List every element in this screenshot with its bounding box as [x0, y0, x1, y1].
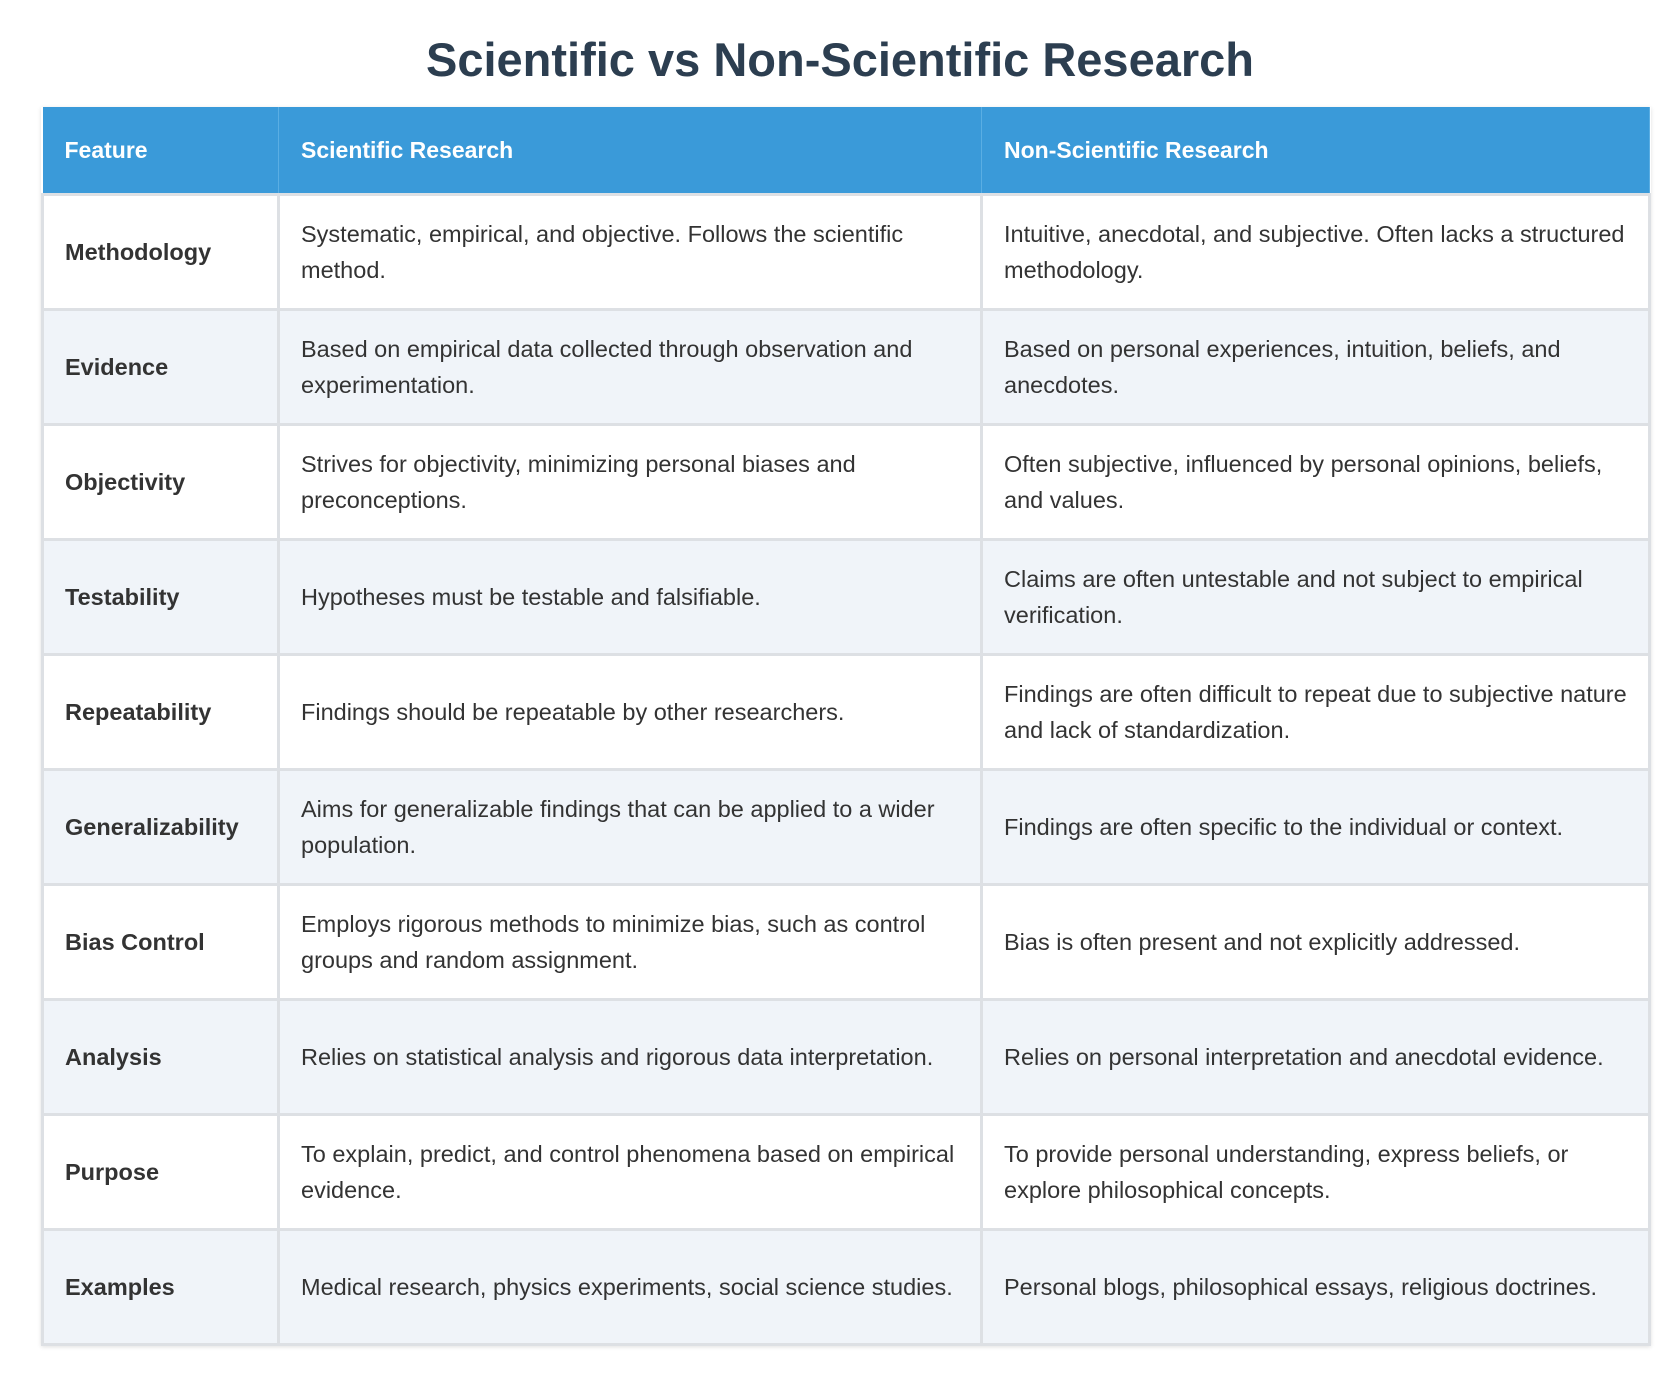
feature-cell: Repeatability	[41, 653, 280, 771]
feature-cell: Evidence	[41, 308, 280, 426]
description-cell: Strives for objectivity, minimizing pers…	[277, 423, 983, 541]
description-cell: Findings are often difficult to repeat d…	[980, 653, 1651, 771]
table-head: Feature Scientific Research Non-Scientific…	[42, 107, 1650, 195]
feature-cell: Analysis	[41, 998, 280, 1116]
description-cell: Bias is often present and not explicitly…	[980, 883, 1651, 1001]
description-cell: Systematic, empirical, and objective. Fo…	[277, 193, 983, 311]
description-cell: Findings are often specific to the indiv…	[980, 768, 1651, 886]
feature-cell: Bias Control	[41, 883, 280, 1001]
header-row: Feature Scientific Research Non-Scientific…	[42, 107, 1650, 195]
description-cell: Personal blogs, philosophical essays, re…	[980, 1228, 1651, 1346]
description-cell: Relies on personal interpretation and an…	[980, 998, 1651, 1116]
page-title: Scientific vs Non-Scientific Research	[425, 33, 1254, 86]
table-row: Analysis Relies on statistical analysis a…	[41, 998, 1651, 1116]
table-row: Purpose To explain, predict, and control …	[41, 1113, 1651, 1231]
description-cell: Medical research, physics experiments, s…	[277, 1228, 983, 1346]
description-cell: Based on personal experiences, intuition…	[980, 308, 1651, 426]
feature-cell: Examples	[41, 1228, 280, 1346]
table-row: Methodology Systematic, empirical, and ob…	[41, 193, 1651, 311]
table-row: Examples Medical research, physics experi…	[41, 1228, 1651, 1346]
feature-cell: Generalizability	[41, 768, 280, 886]
table-row: Bias Control Employs rigorous methods to …	[41, 883, 1651, 1001]
table-row: Repeatability Findings should be repeatab…	[41, 653, 1651, 771]
table-row: Evidence Based on empirical data collecte…	[41, 308, 1651, 426]
description-cell: To provide personal understanding, expre…	[980, 1113, 1651, 1231]
feature-cell: Purpose	[41, 1113, 280, 1231]
description-cell: Findings should be repeatable by other r…	[277, 653, 983, 771]
column-header: Feature	[42, 107, 279, 195]
table-row: Testability Hypotheses must be testable a…	[41, 538, 1651, 656]
description-cell: Claims are often untestable and not subj…	[980, 538, 1651, 656]
description-cell: Hypotheses must be testable and falsifia…	[277, 538, 983, 656]
table-body: Methodology Systematic, empirical, and ob…	[41, 193, 1651, 1346]
comparison-table: Feature Scientific Research Non-Scientific…	[41, 107, 1651, 1346]
description-cell: Aims for generalizable findings that can…	[277, 768, 983, 886]
table-row: Objectivity Strives for objectivity, mini…	[41, 423, 1651, 541]
feature-cell: Methodology	[41, 193, 280, 311]
table-row: Generalizability Aims for generalizable f…	[41, 768, 1651, 886]
description-cell: Relies on statistical analysis and rigor…	[277, 998, 983, 1116]
description-cell: Often subjective, influenced by personal…	[980, 423, 1651, 541]
description-cell: Based on empirical data collected throug…	[277, 308, 983, 426]
feature-cell: Testability	[41, 538, 280, 656]
feature-cell: Objectivity	[41, 423, 280, 541]
description-cell: Employs rigorous methods to minimize bia…	[277, 883, 983, 1001]
description-cell: To explain, predict, and control phenome…	[277, 1113, 983, 1231]
column-header: Scientific Research	[278, 107, 982, 195]
column-header: Non-Scientific Research	[981, 107, 1650, 195]
description-cell: Intuitive, anecdotal, and subjective. Of…	[980, 193, 1651, 311]
